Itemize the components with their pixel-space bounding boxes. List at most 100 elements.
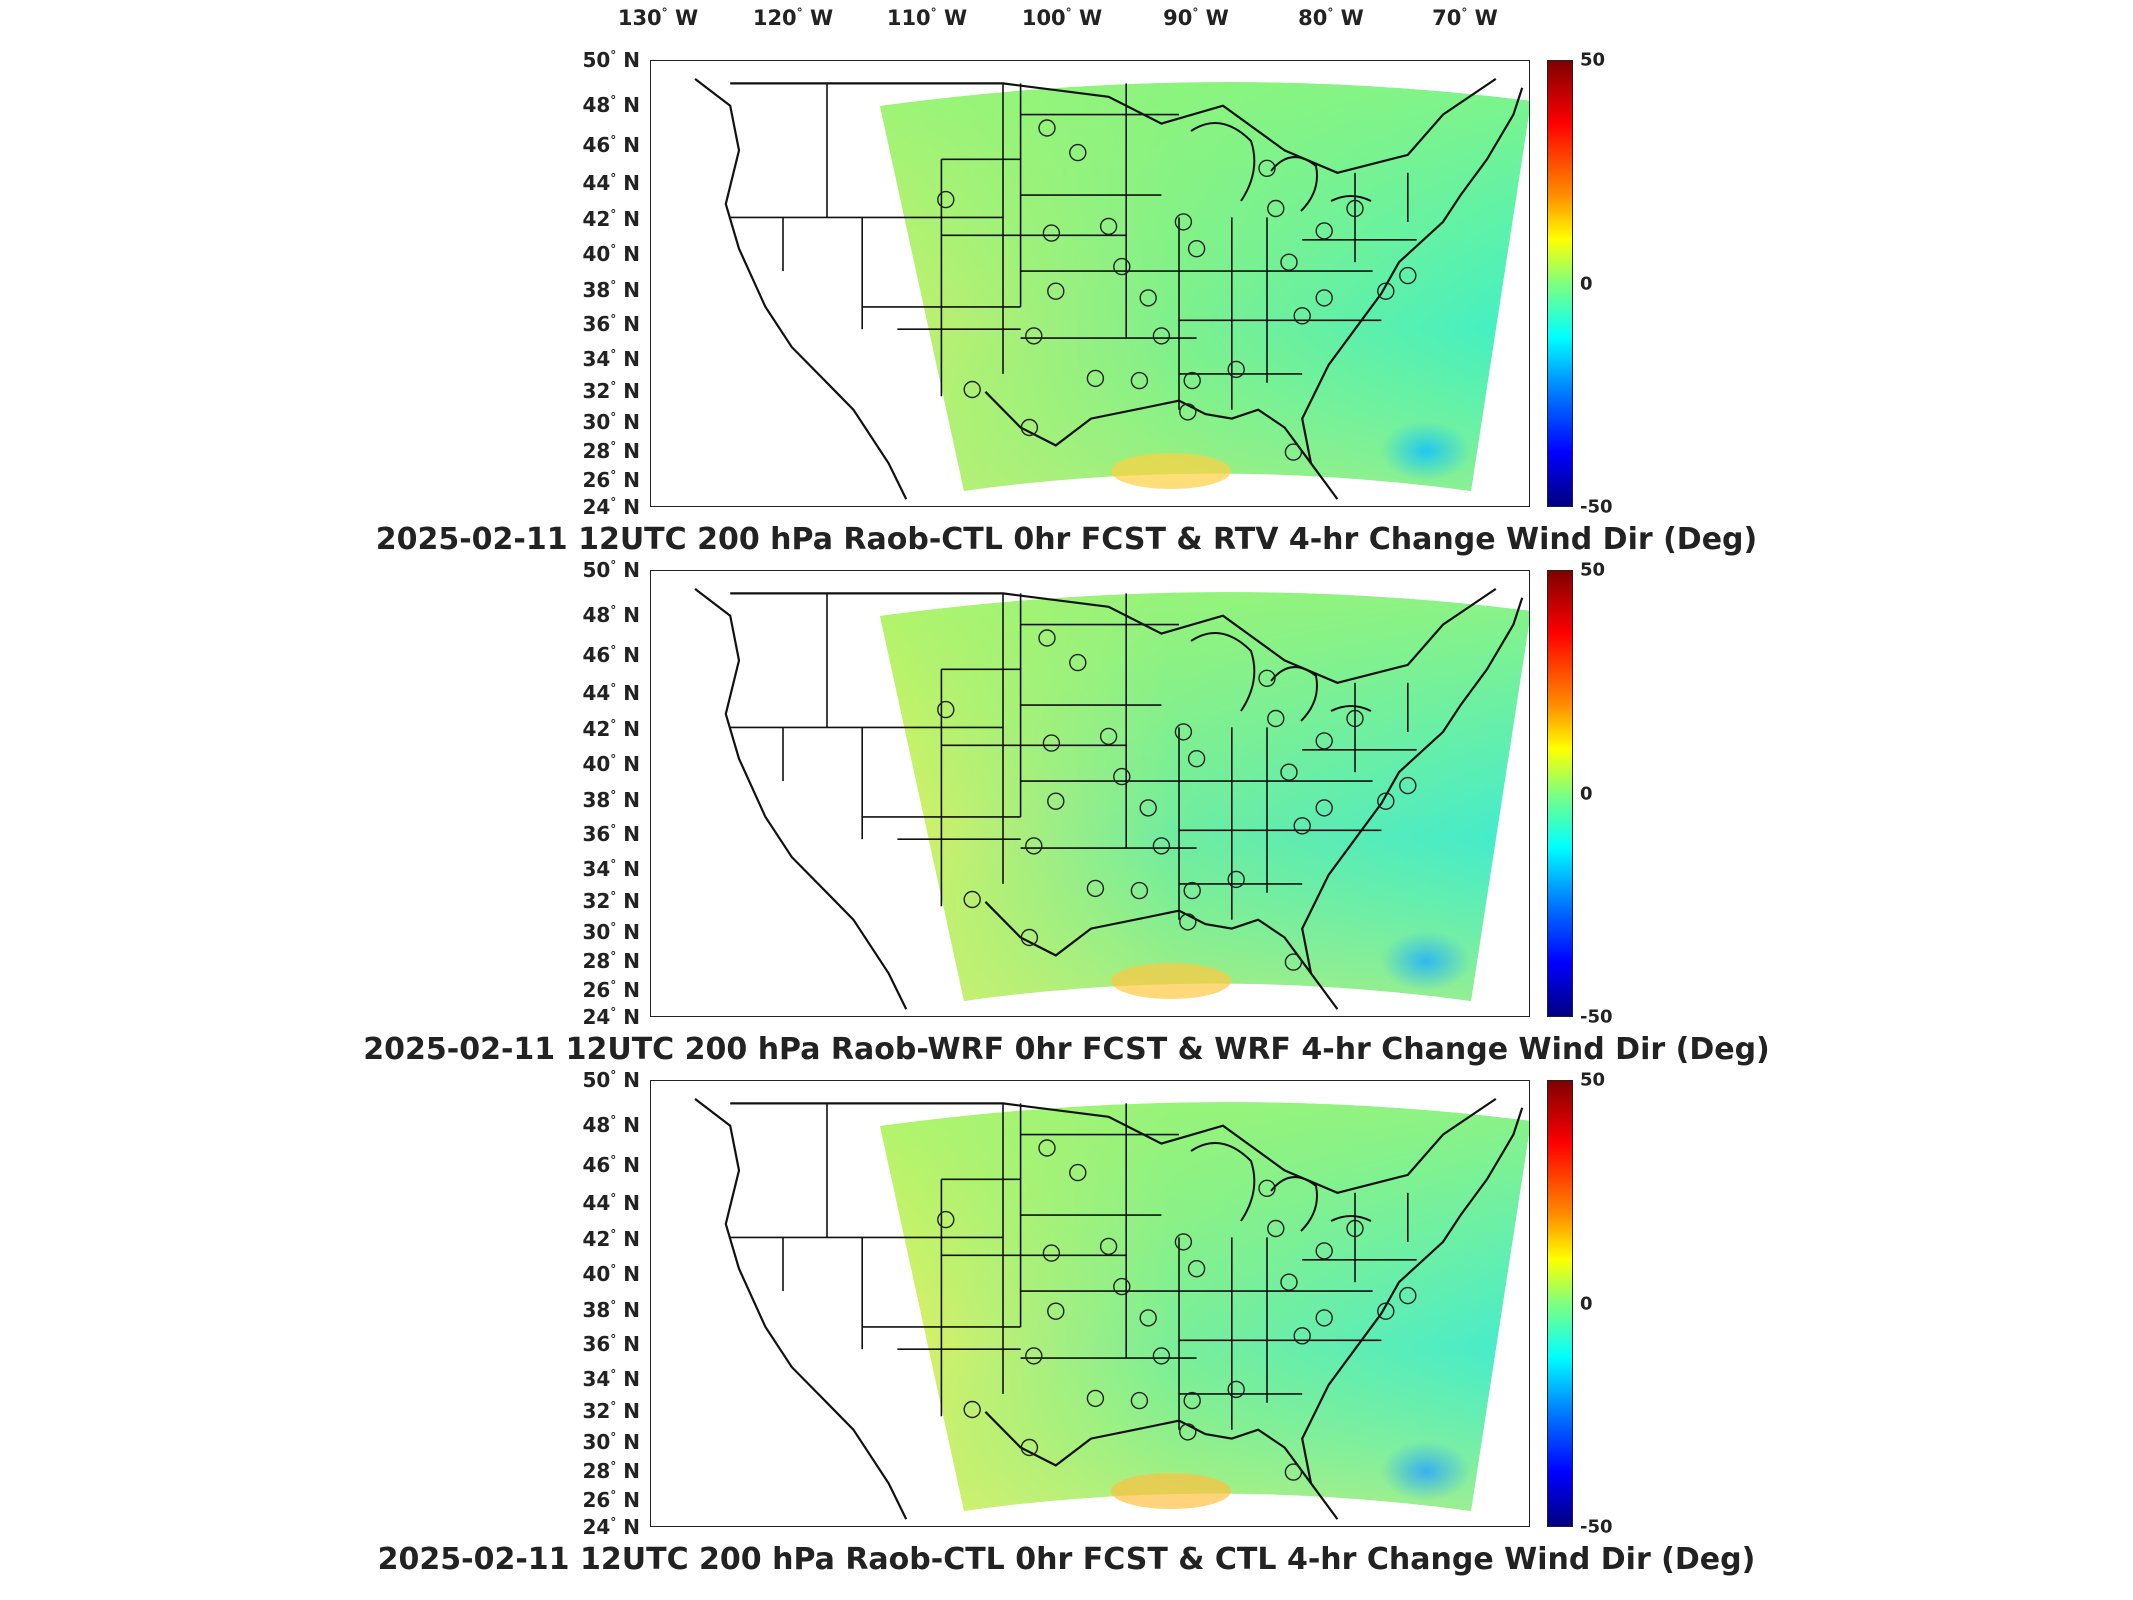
latitude-label: 46° N [550, 1153, 640, 1177]
latitude-label: 40° N [550, 1262, 640, 1286]
latitude-hemisphere: N [616, 410, 640, 435]
raob-station-marker [1377, 792, 1395, 810]
latitude-label: 38° N [550, 1298, 640, 1322]
latitude-label: 42° N [550, 1227, 640, 1251]
longitude-value: 80 [1298, 6, 1328, 30]
raob-station-marker [1399, 1286, 1417, 1305]
raob-station-marker [1042, 734, 1061, 752]
raob-station-marker [1152, 327, 1171, 345]
raob-station-marker [1293, 817, 1311, 835]
latitude-hemisphere: N [616, 48, 640, 72]
degree-symbol: ° [610, 717, 617, 732]
latitude-hemisphere: N [616, 311, 640, 336]
latitude-hemisphere: N [616, 170, 640, 195]
raob-station-marker [937, 1210, 955, 1229]
raob-station-marker [1187, 749, 1206, 768]
degree-symbol: ° [610, 643, 617, 658]
latitude-value: 50 [582, 1068, 611, 1092]
degree-symbol: ° [610, 1459, 617, 1474]
latitude-hemisphere: N [616, 857, 640, 882]
degree-symbol: ° [610, 495, 617, 510]
degree-symbol: ° [610, 1113, 617, 1128]
degree-symbol: ° [610, 1430, 617, 1445]
colorbar-tick-label: 0 [1580, 273, 1593, 294]
raob-station-marker [1346, 199, 1364, 218]
colorbar-tick-label: 0 [1580, 1293, 1593, 1314]
raob-station-marker [1187, 239, 1206, 258]
latitude-label: 38° N [550, 278, 640, 302]
raob-station-marker [1020, 928, 1039, 947]
latitude-label: 42° N [550, 717, 640, 741]
raob-station-marker [1099, 727, 1118, 746]
raob-station-marker [1038, 629, 1056, 647]
longitude-value: 70 [1432, 6, 1462, 30]
latitude-value: 26 [582, 468, 611, 493]
latitude-hemisphere: N [616, 602, 640, 627]
degree-symbol: ° [610, 1298, 617, 1313]
colorbar-tick-label: -50 [1580, 496, 1613, 518]
raob-station-marker [937, 700, 955, 719]
raob-station-marker [1227, 1380, 1245, 1399]
latitude-hemisphere: N [616, 978, 640, 1003]
wind-dir-change-field-shading [880, 1102, 1529, 1511]
raob-station-marker [1284, 443, 1303, 461]
degree-symbol: ° [796, 6, 803, 20]
coastline [730, 77, 1497, 174]
colorbar-tick-label: 50 [1580, 559, 1606, 581]
raob-station-marker [1086, 879, 1105, 898]
degree-symbol: ° [610, 1191, 617, 1206]
raob-station-marker [1038, 1139, 1056, 1157]
raob-station-marker [1130, 371, 1149, 390]
gulf-positive-anomaly [1111, 453, 1231, 489]
raob-station-marker [1130, 881, 1149, 900]
latitude-hemisphere: N [616, 1298, 640, 1323]
raob-station-marker [1020, 1438, 1039, 1457]
longitude-hemisphere: W [1071, 6, 1103, 30]
raob-station-marker [1293, 307, 1311, 325]
raob-station-marker [1139, 799, 1157, 817]
coastline [730, 1097, 1497, 1194]
latitude-value: 42 [582, 206, 611, 231]
latitude-label: 50° N [550, 558, 640, 582]
degree-symbol: ° [610, 889, 617, 904]
raob-station-marker [1179, 403, 1197, 421]
latitude-hemisphere: N [616, 378, 640, 403]
raob-station-marker [1174, 723, 1193, 741]
raob-station-marker [963, 1400, 981, 1419]
latitude-label: 42° N [550, 207, 640, 231]
longitude-value: 110 [886, 6, 931, 30]
latitude-hemisphere: N [616, 949, 640, 974]
coastline [694, 78, 908, 500]
raob-station-marker [1315, 222, 1333, 240]
raob-station-marker [1315, 799, 1333, 817]
latitude-hemisphere: N [616, 242, 640, 267]
raob-station-marker [1025, 327, 1043, 345]
degree-symbol: ° [610, 603, 617, 618]
raob-station-marker [1377, 282, 1395, 300]
great-lakes-outline [1190, 122, 1372, 212]
gulf-positive-anomaly [1111, 1473, 1231, 1509]
coastline [984, 391, 1339, 500]
latitude-value: 36 [582, 1331, 611, 1356]
latitude-hemisphere: N [616, 680, 640, 705]
latitude-label: 40° N [550, 752, 640, 776]
latitude-hemisphere: N [616, 1005, 640, 1029]
latitude-value: 28 [582, 439, 611, 464]
raob-station-marker [1113, 1277, 1131, 1296]
degree-symbol: ° [610, 347, 617, 362]
panel-title: 2025-02-11 12UTC 200 hPa Raob-CTL 0hr FC… [375, 522, 1758, 557]
latitude-hemisphere: N [616, 821, 640, 846]
raob-station-marker [1086, 369, 1105, 388]
raob-station-marker [1227, 360, 1245, 379]
latitude-label: 24° N [550, 1005, 640, 1029]
latitude-label: 40° N [550, 242, 640, 266]
latitude-label: 28° N [550, 949, 640, 973]
latitude-label: 46° N [550, 133, 640, 157]
latitude-hemisphere: N [616, 1398, 640, 1423]
raob-station-marker [1267, 1219, 1285, 1238]
latitude-label: 34° N [550, 1367, 640, 1391]
raob-station-marker [1069, 143, 1087, 162]
colorbar [1547, 570, 1573, 1017]
latitude-value: 30 [582, 1430, 611, 1455]
raob-station-marker [1183, 1391, 1201, 1410]
